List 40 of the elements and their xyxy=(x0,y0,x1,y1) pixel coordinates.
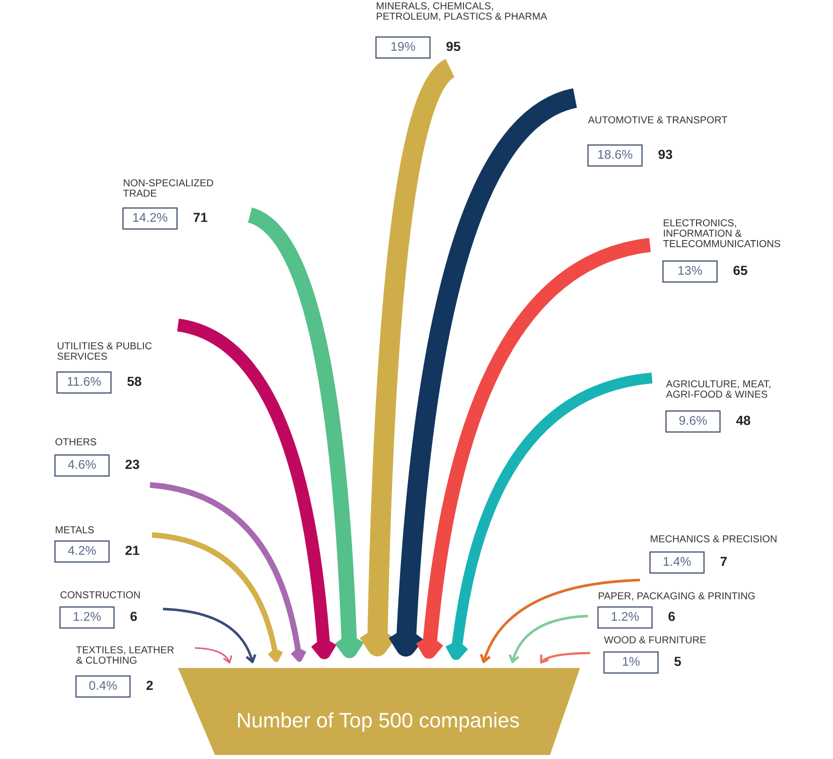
data-label: 4.6% xyxy=(68,460,96,469)
data-label: 11.6% xyxy=(68,377,101,386)
data-label: 1% xyxy=(622,657,640,666)
category-label: AGRICULTURE, MEAT, AGRI-FOOD & WINES xyxy=(666,380,770,398)
category-label: AUTOMOTIVE & TRANSPORT xyxy=(588,116,728,124)
data-label: 13% xyxy=(678,266,702,275)
data-label: 18.6% xyxy=(598,150,632,159)
category-label: NON-SPECIALIZED TRADE xyxy=(123,179,214,197)
data-label: 6 xyxy=(668,612,675,622)
data-label: 95 xyxy=(446,42,460,52)
text: Number of Top 500 companies xyxy=(238,712,519,732)
data-label: 5 xyxy=(674,656,681,666)
category-label: UTILITIES & PUBLIC SERVICES xyxy=(57,342,152,360)
data-label: 23 xyxy=(125,460,140,470)
data-label: 4.2% xyxy=(68,546,96,555)
category-label: ELECTRONICS, INFORMATION & TELECOMMUNICATIONS xyxy=(663,219,780,248)
data-label: 58 xyxy=(127,376,142,386)
data-label: 2 xyxy=(146,680,153,690)
category-label: MINERALS, CHEMICALS, PETROLEUM, PLASTICS & PHARMA xyxy=(376,2,548,21)
data-label: 1.2% xyxy=(612,612,639,621)
category-label: TEXTILES, LEATHER & CLOTHING xyxy=(76,646,174,664)
category-label: WOOD & FURNITURE xyxy=(604,636,706,644)
data-label: 0.4% xyxy=(89,681,117,690)
data-label: 65 xyxy=(733,266,748,276)
data-label: 71 xyxy=(194,212,208,222)
data-label: 9.6% xyxy=(679,416,707,425)
data-label: 93 xyxy=(658,150,672,160)
category-label: CONSTRUCTION xyxy=(60,591,140,598)
data-label: 48 xyxy=(736,416,750,426)
data-label: 1.4% xyxy=(664,557,691,566)
data-label: 21 xyxy=(125,546,140,555)
category-label: OTHERS xyxy=(55,438,96,446)
category-label: MECHANICS & PRECISION xyxy=(650,535,776,542)
category-label: PAPER, PACKAGING & PRINTING xyxy=(598,592,755,601)
data-label: 14.2% xyxy=(133,213,168,222)
data-label: 19% xyxy=(391,42,416,51)
category-label: METALS xyxy=(56,526,94,534)
data-label: 1.2% xyxy=(74,612,101,621)
data-label: 6 xyxy=(130,612,137,622)
data-label: 7 xyxy=(720,556,727,566)
